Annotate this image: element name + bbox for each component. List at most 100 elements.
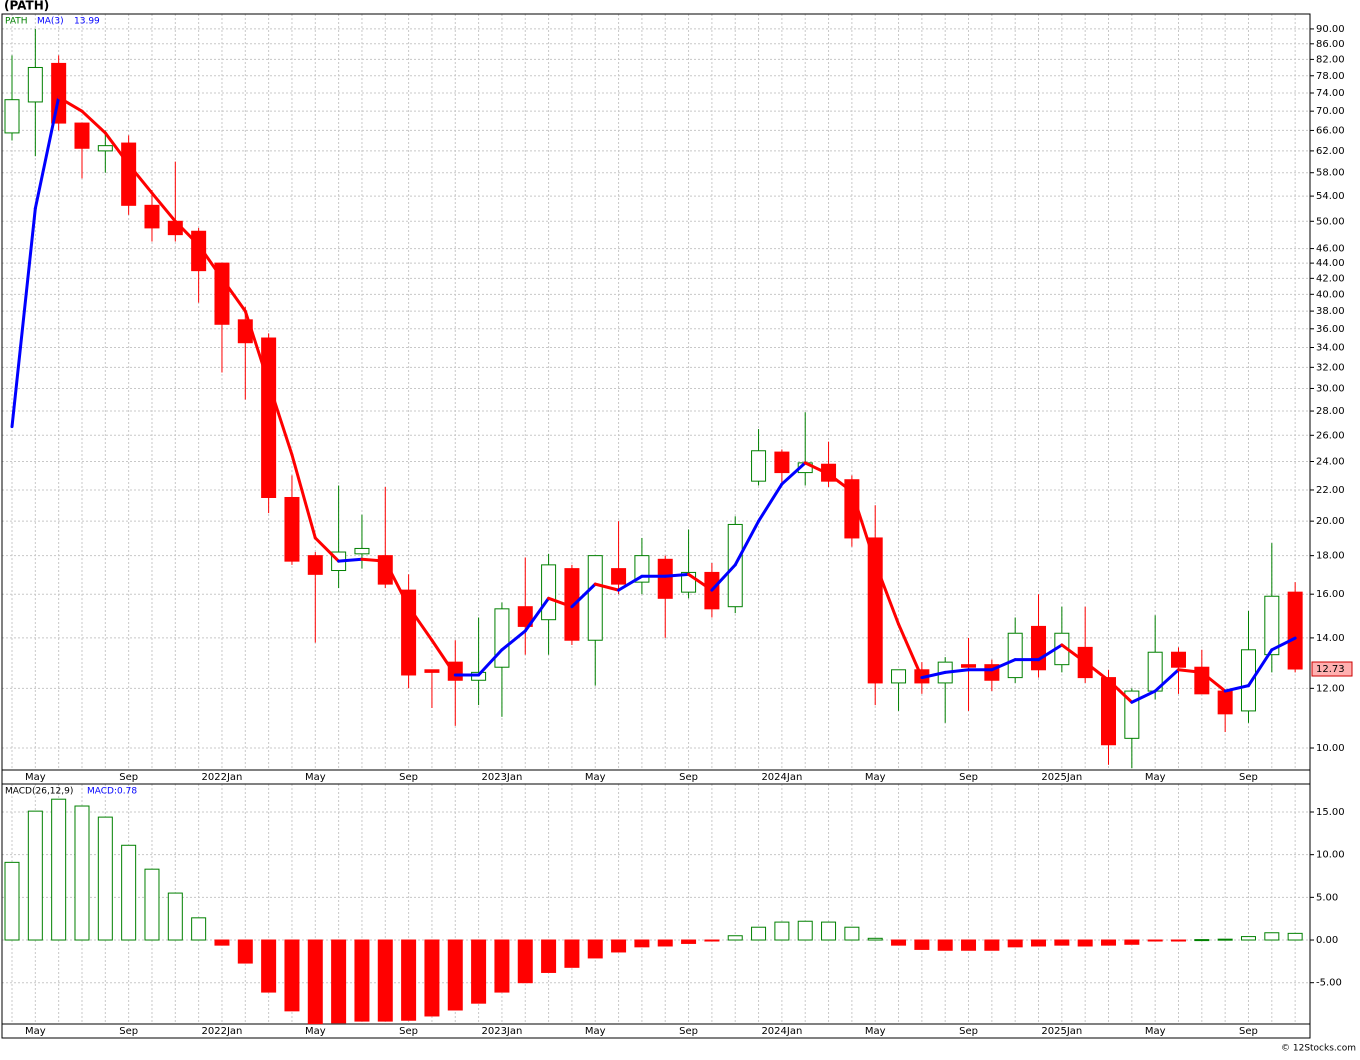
macd-bar [401,939,417,1021]
candle-body [1007,632,1023,679]
candle-body [657,558,673,599]
y-tick-label: 40.00 [1316,289,1345,300]
macd-bar [727,935,743,941]
macd-bar [377,939,393,1022]
macd-bar [1101,939,1117,946]
candle-body [121,142,137,206]
macd-bar [307,939,323,1025]
y-tick-label: 24.00 [1316,456,1345,467]
y-tick-label: 74.00 [1316,88,1345,99]
candle-body [541,564,557,621]
candle-body [307,555,323,575]
y-tick-label: 10.00 [1316,743,1345,754]
y-tick-label: 82.00 [1316,54,1345,65]
candle-body [97,145,113,152]
macd-bar [447,939,463,1011]
candle-body [74,122,90,149]
y-tick-label: 22.00 [1316,485,1345,496]
ma-line [337,557,364,563]
candle-body [751,450,767,482]
ma-line [80,109,107,135]
macd-bar [27,810,43,941]
macd-bar [704,939,720,942]
candle-body [424,669,440,673]
candle-body [494,608,510,668]
macd-bar [261,939,277,993]
legend-symbol: PATH [5,17,28,27]
y-tick-label: 18.00 [1316,551,1345,562]
legend-label: MA(3) [37,17,64,27]
macd-bar [1147,939,1163,942]
macd-bar [4,861,20,941]
ma-line [1037,643,1064,662]
macd-bar [844,926,860,941]
candle-body [377,555,393,585]
x-tick-label: 2022Jan [202,1026,243,1037]
x-tick-label: Sep [119,772,138,783]
ma-line [430,638,457,677]
candle-body [4,99,20,134]
ma-line [780,461,807,486]
macd-bar [1287,932,1303,941]
y-tick-label: 58.00 [1316,168,1345,179]
macd-bar [517,939,533,984]
y-tick-label: 30.00 [1316,383,1345,394]
macd-bar [564,939,580,968]
candle-body [1101,677,1117,746]
x-tick-label: 2024Jan [761,1026,802,1037]
ma-line [990,658,1017,672]
ma-line [360,557,387,563]
macd-bar [657,939,673,947]
ma-line [57,95,84,113]
ma-line [1083,660,1111,682]
candle-body [447,661,463,681]
macd-bar [1031,939,1047,947]
macd-bar [681,939,697,944]
ma-line [197,243,224,280]
macd-bar [144,868,160,941]
ma-line [897,622,924,680]
y-tick-label: 20.00 [1316,516,1345,527]
x-tick-label: May [865,772,886,783]
macd-bar [611,939,627,953]
x-tick-label: 2024Jan [761,772,802,783]
y-tick-label: 42.00 [1316,273,1345,284]
macd-bar [284,939,300,1012]
y-tick-label: 44.00 [1316,258,1345,269]
ma-line [593,582,621,592]
macd-bar [867,937,883,941]
footer: © 12Stocks.com [1281,1044,1356,1054]
ma-line [570,582,597,609]
macd-bar [914,939,930,950]
ma-line [1223,684,1250,693]
macd-bar [74,805,90,941]
ma-line [243,309,271,385]
macd-bar [587,939,603,959]
ma-line [547,596,574,609]
candle-body [1171,651,1186,668]
ma-line [827,472,854,493]
legend-title: MACD(26,12,9) [5,787,73,797]
y-tick-label: 36.00 [1316,324,1345,335]
y-tick-label: 0.00 [1316,935,1338,946]
ma-line [220,276,247,313]
ma-line [103,131,131,166]
macd-bar [961,939,977,951]
y-tick-label: 86.00 [1316,39,1345,50]
macd-bar [891,939,907,946]
ma-line [803,461,831,476]
y-tick-label: 62.00 [1316,146,1345,157]
macd-bar [937,939,953,951]
macd-bar [51,798,67,941]
plot-frame [1,13,1311,771]
macd-bar [471,939,487,1004]
x-tick-label: 2023Jan [481,772,522,783]
x-tick-label: 2023Jan [481,1026,522,1037]
x-tick-label: Sep [399,772,418,783]
ma-line [33,95,61,210]
y-tick-label: 90.00 [1316,24,1345,35]
y-tick-label: 66.00 [1316,125,1345,136]
ma-line [290,453,317,540]
